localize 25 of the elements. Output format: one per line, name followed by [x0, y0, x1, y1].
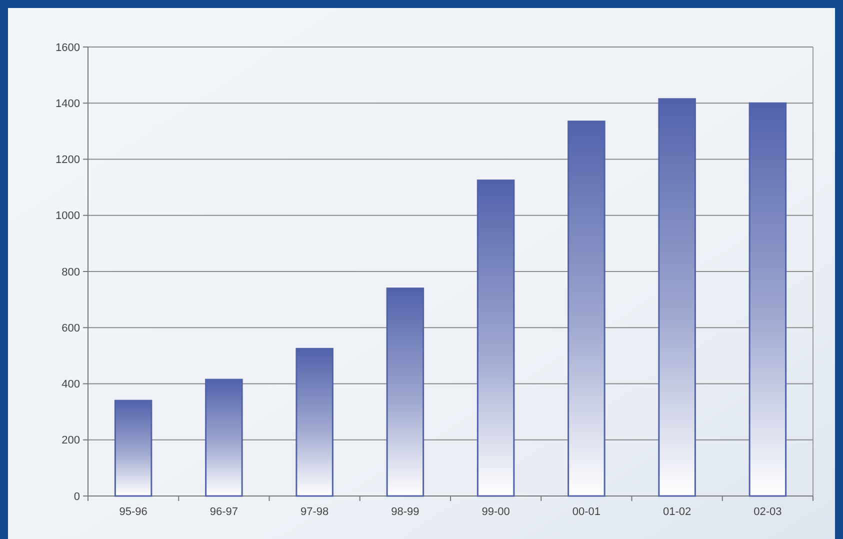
x-tick-label: 98-99 [391, 506, 420, 518]
bar [296, 348, 334, 497]
bar [476, 180, 515, 497]
bar [748, 102, 787, 497]
x-tick-label: 01-02 [662, 506, 692, 518]
x-tick-label: 00-01 [572, 506, 601, 518]
y-tick-label: 1200 [56, 154, 80, 166]
x-tick-label: 97-98 [300, 506, 329, 518]
y-tick-label: 200 [62, 434, 80, 447]
y-tick-label: 1600 [56, 42, 80, 54]
y-tick-label: 800 [62, 266, 80, 278]
y-tick-label: 0 [74, 490, 80, 503]
bar [205, 378, 243, 497]
x-tick-label: 95-96 [119, 506, 148, 518]
y-tick-label: 1000 [56, 210, 80, 222]
x-tick-label: 99-00 [482, 506, 510, 518]
bar [658, 98, 696, 497]
y-tick-label: 600 [62, 322, 80, 334]
bar [386, 288, 424, 497]
y-tick-label: 400 [62, 378, 80, 391]
x-tick-label: 96-97 [210, 506, 238, 518]
y-tick-label: 1400 [56, 98, 80, 110]
bar [114, 400, 152, 497]
bar [568, 120, 606, 497]
x-tick-label: 02-03 [754, 506, 782, 518]
